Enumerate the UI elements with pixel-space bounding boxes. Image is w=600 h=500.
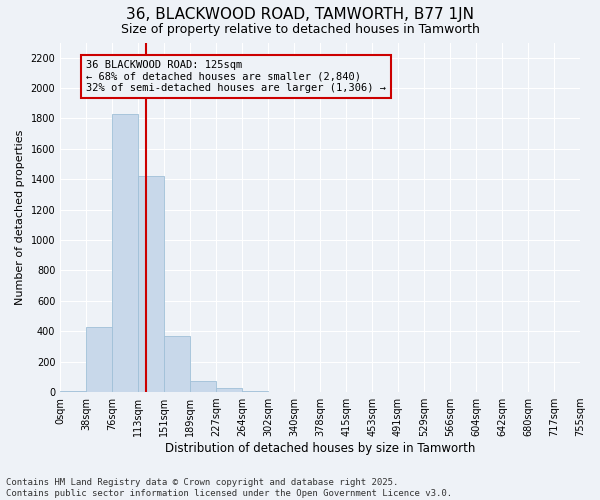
Bar xyxy=(138,176,164,392)
Bar xyxy=(86,326,112,392)
Text: Contains HM Land Registry data © Crown copyright and database right 2025.
Contai: Contains HM Land Registry data © Crown c… xyxy=(6,478,452,498)
Bar xyxy=(112,114,138,392)
Text: 36, BLACKWOOD ROAD, TAMWORTH, B77 1JN: 36, BLACKWOOD ROAD, TAMWORTH, B77 1JN xyxy=(126,8,474,22)
Bar xyxy=(190,380,216,392)
Y-axis label: Number of detached properties: Number of detached properties xyxy=(15,130,25,305)
X-axis label: Distribution of detached houses by size in Tamworth: Distribution of detached houses by size … xyxy=(165,442,475,455)
Bar xyxy=(216,388,242,392)
Text: 36 BLACKWOOD ROAD: 125sqm
← 68% of detached houses are smaller (2,840)
32% of se: 36 BLACKWOOD ROAD: 125sqm ← 68% of detac… xyxy=(86,60,386,93)
Bar xyxy=(60,390,86,392)
Bar xyxy=(164,336,190,392)
Text: Size of property relative to detached houses in Tamworth: Size of property relative to detached ho… xyxy=(121,22,479,36)
